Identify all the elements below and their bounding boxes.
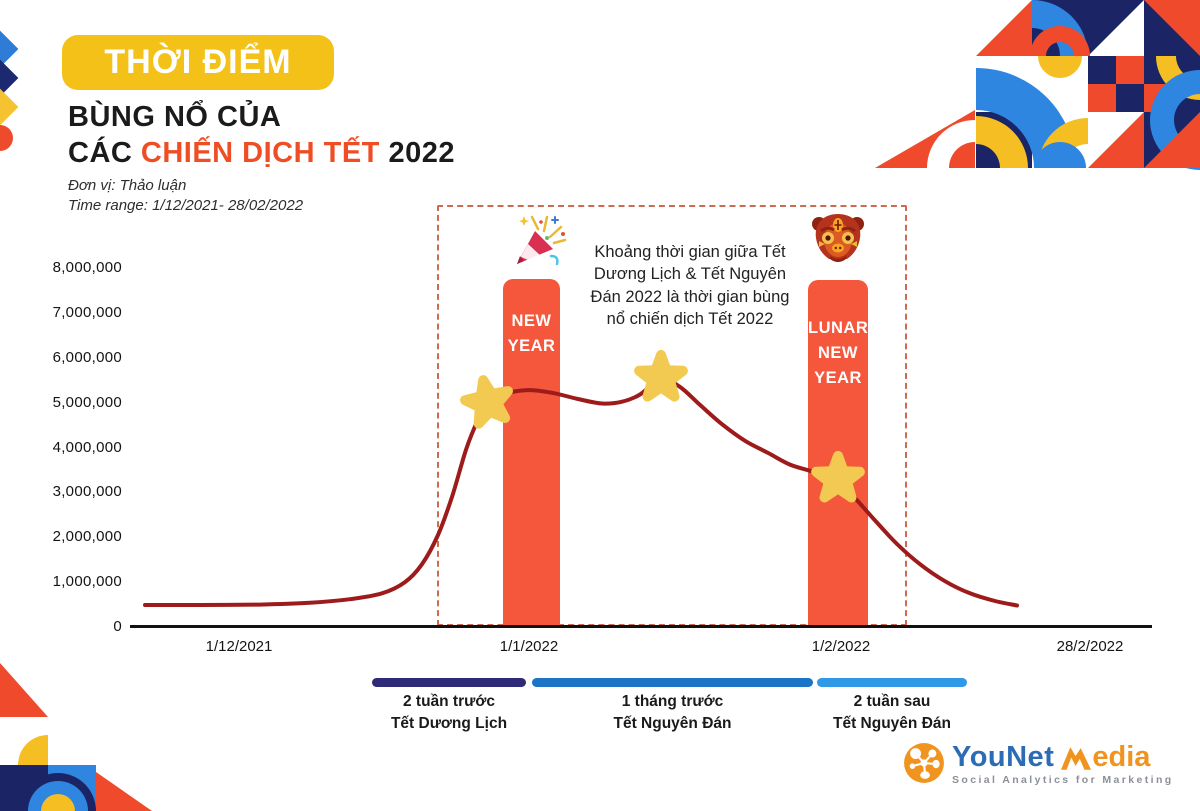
highlight-bar-new-year: NEW YEAR xyxy=(503,279,560,627)
memphis-pattern-bottom-left xyxy=(0,663,152,811)
brand-tagline: Social Analytics for Marketing xyxy=(952,774,1174,786)
brand-name-younet: YouNet xyxy=(952,741,1055,773)
x-tick-label: 28/2/2022 xyxy=(1056,638,1124,655)
brand-logo: YouNet edia Social Analytics for Marketi… xyxy=(903,742,1174,786)
brand-name-edia: edia xyxy=(1092,741,1151,773)
legend-bar-2 xyxy=(532,678,813,687)
memphis-pattern-top-right xyxy=(875,0,1200,170)
legend-label-3: 2 tuần sau Tết Nguyên Đán xyxy=(833,693,951,733)
lion-dance-icon xyxy=(812,214,864,262)
media-m-mountain-icon xyxy=(1061,747,1092,770)
younet-network-icon xyxy=(904,743,944,783)
x-tick-label: 1/2/2022 xyxy=(811,638,871,655)
y-axis: 8,000,000 7,000,000 6,000,000 5,000,000 4,00… xyxy=(30,0,122,811)
y-tick-label: 2,000,000 xyxy=(52,528,122,546)
brand-name: YouNet edia xyxy=(952,742,1174,772)
title-line-3-highlight: CHIẾN DỊCH TẾT xyxy=(140,137,380,169)
highlight-bar-lunar-new-year: LUNAR NEW YEAR xyxy=(808,280,868,627)
y-tick-label: 1,000,000 xyxy=(52,573,122,591)
legend-bar-3 xyxy=(817,678,967,687)
brand-text: YouNet edia Social Analytics for Marketi… xyxy=(952,742,1174,786)
y-tick-label: 8,000,000 xyxy=(52,259,122,276)
y-tick-label: 7,000,000 xyxy=(52,303,122,321)
legend-bar-1 xyxy=(372,678,526,687)
title-line-2: BÙNG NỔ CỦA xyxy=(68,101,282,133)
party-popper-icon xyxy=(517,215,567,266)
y-tick-label: 3,000,000 xyxy=(52,483,122,501)
title-badge: THỜI ĐIỂM xyxy=(62,35,334,90)
y-tick-label: 6,000,000 xyxy=(52,348,122,366)
edge-diamond-yellow xyxy=(0,88,19,126)
x-axis-labels: 1/12/2021 1/1/2022 1/2/2022 28/2/2022 xyxy=(0,638,1200,660)
y-tick-label: 4,000,000 xyxy=(52,438,122,456)
legend-label-2: 1 tháng trước Tết Nguyên Đán xyxy=(613,693,732,733)
title-line-3-post: 2022 xyxy=(379,137,455,169)
x-tick-label: 1/1/2022 xyxy=(499,638,559,655)
y-tick-label: 0 xyxy=(113,618,122,635)
x-tick-label: 1/12/2021 xyxy=(205,638,273,655)
x-axis-line xyxy=(130,625,1152,628)
edge-circle-red xyxy=(0,125,13,151)
title-line-3: CÁC CHIẾN DỊCH TẾT 2022 xyxy=(68,137,455,170)
time-range-note: Time range: 1/12/2021- 28/02/2022 xyxy=(68,197,304,214)
y-tick-label: 5,000,000 xyxy=(52,393,122,411)
legend-label-1: 2 tuần trước Tết Dương Lịch xyxy=(390,693,508,733)
annotation-text: Khoảng thời gian giữa Tết Dương Lịch & T… xyxy=(590,243,790,329)
highlight-bar-label: NEW YEAR xyxy=(507,312,556,355)
unit-note: Đơn vị: Thảo luận xyxy=(68,177,187,194)
title-line-3-pre: CÁC xyxy=(68,137,141,169)
title-badge-text: THỜI ĐIỂM xyxy=(104,43,292,81)
highlight-bar-label: LUNAR NEW YEAR xyxy=(808,319,869,387)
